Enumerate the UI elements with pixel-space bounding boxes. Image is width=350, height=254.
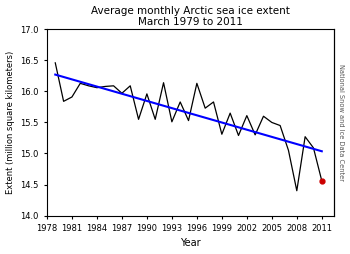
X-axis label: Year: Year [180,239,201,248]
Title: Average monthly Arctic sea ice extent
March 1979 to 2011: Average monthly Arctic sea ice extent Ma… [91,6,290,27]
Y-axis label: National Snow and Ice Data Center: National Snow and Ice Data Center [338,64,344,181]
Y-axis label: Extent (million square kilometers): Extent (million square kilometers) [6,51,15,194]
